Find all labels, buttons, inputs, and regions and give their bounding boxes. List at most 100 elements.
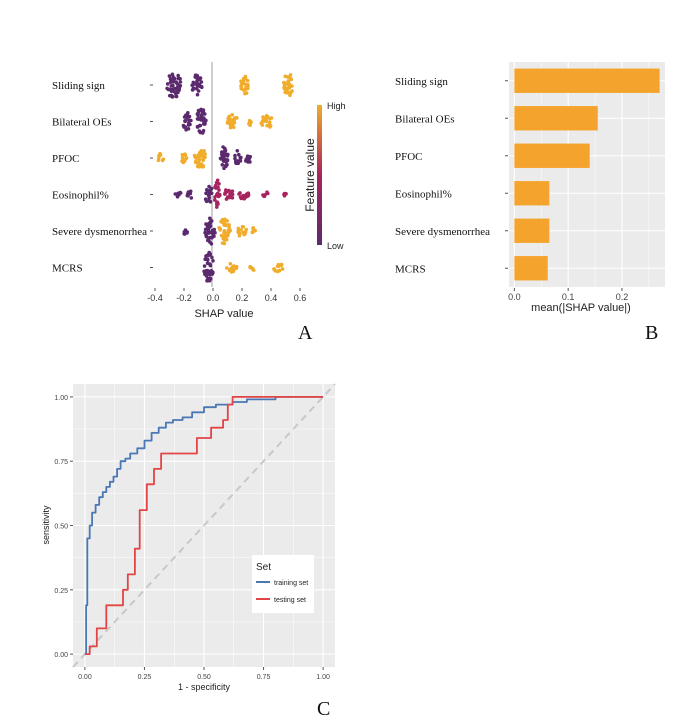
- panel-a-dot-cluster-eosinophil-4: [223, 188, 235, 201]
- panel-b-x-axis-title: mean(|SHAP value|): [531, 302, 631, 314]
- panel-a-dot: [203, 230, 207, 235]
- panel-a-dot: [196, 157, 201, 161]
- panel-a-dot: [235, 149, 240, 153]
- panel-a-plot-area: [155, 62, 300, 287]
- panel-a-dot: [237, 192, 241, 196]
- panel-a-dot: [178, 76, 182, 81]
- panel-b-category-label-severe-dysmenorrhea: Severe dysmenorrhea: [395, 226, 490, 238]
- panel-a-dot: [199, 80, 204, 84]
- panel-a-dot: [275, 269, 280, 274]
- panel-a-dot: [195, 77, 200, 82]
- panel-a-dot: [204, 254, 208, 258]
- panel-a-dot-cluster-eosinophil-2: [203, 184, 214, 204]
- panel-a-shap-summary: Sliding sign Bilateral OEs PFOC Eosinophil%…: [52, 62, 346, 344]
- panel-a-dot: [156, 158, 161, 163]
- panel-a-dot: [208, 216, 212, 221]
- panel-a-dot: [225, 195, 230, 199]
- panel-b-importance-bar: Sliding sign Bilateral OEs PFOC Eosinophil%…: [395, 62, 665, 344]
- panel-a-dot: [167, 74, 172, 78]
- panel-a-dot: [228, 262, 233, 266]
- panel-a-dot: [230, 113, 234, 117]
- panel-a-dot: [212, 234, 216, 239]
- panel-b-xtick-label: 0.0: [508, 292, 521, 302]
- panel-a-dot: [187, 118, 191, 122]
- panel-a-dot: [209, 219, 214, 223]
- panel-a-dot: [176, 85, 181, 89]
- panel-a-dot: [265, 115, 270, 120]
- panel-a-dot: [206, 276, 210, 281]
- panel-c-legend-label-testing: testing set: [274, 597, 306, 604]
- panel-a-dot: [193, 159, 198, 164]
- panel-a-dot: [168, 80, 173, 84]
- panel-a-dot: [222, 166, 226, 170]
- panel-c-roc-line-training-set: [84, 395, 324, 655]
- panel-c-roc: 0.00 0.25 0.50 0.75 1.00 0.00 0.25 0.50 0.75 1.0…: [41, 383, 336, 720]
- panel-a-dot: [173, 192, 178, 196]
- panel-a-dot: [184, 156, 189, 160]
- panel-a-dot: [203, 227, 208, 232]
- panel-a-dot: [261, 117, 266, 121]
- panel-a-dot-cluster-severe-dysmenorrhea-1: [203, 216, 217, 246]
- panel-a-dot: [252, 229, 256, 233]
- panel-a-dot-cluster-bilateral-oes-3: [259, 114, 274, 129]
- panel-a-dot-cluster-pfoc-2: [192, 149, 207, 169]
- panel-a-dot-cluster-sliding-sign-3: [282, 73, 294, 98]
- panel-a-dot: [195, 81, 199, 85]
- panel-a-xtick-label: 0.6: [294, 293, 307, 303]
- panel-a-dot: [225, 234, 229, 238]
- panel-a-dot: [247, 118, 252, 123]
- panel-a-dot: [234, 116, 239, 120]
- panel-a-dot: [241, 230, 246, 235]
- panel-a-dot: [251, 226, 255, 231]
- panel-a-dot: [207, 184, 211, 189]
- panel-a-dot-cluster-bilateral-oes-1: [195, 107, 208, 135]
- panel-a-dot: [186, 194, 190, 198]
- panel-a-dot: [209, 242, 214, 246]
- panel-a-dot: [183, 125, 188, 129]
- panel-a-dot: [246, 191, 251, 195]
- panel-c-xtick-label: 0.00: [78, 674, 92, 681]
- panel-a-feature-label-pfoc: PFOC: [52, 153, 80, 165]
- panel-a-dot: [286, 82, 291, 87]
- panel-a-dot: [218, 156, 223, 161]
- panel-a-dot-cluster-severe-dysmenorrhea-0: [182, 228, 189, 236]
- panel-a-xtick-label: 0.0: [207, 293, 220, 303]
- panel-a-dot: [230, 189, 235, 193]
- panel-a-dot-cluster-mcrs-3: [272, 262, 285, 274]
- panel-a-dot: [201, 164, 205, 168]
- panel-a-dot: [244, 159, 248, 163]
- panel-a-dot-cluster-severe-dysmenorrhea-3: [236, 225, 248, 238]
- panel-a-dot: [276, 264, 281, 268]
- panel-b-bar-sliding-sign: [514, 68, 660, 93]
- panel-a-dot: [206, 189, 211, 193]
- panel-a-xtick-label: 0.2: [236, 293, 249, 303]
- panel-a-dot: [222, 238, 227, 242]
- panel-a-dot: [218, 193, 222, 198]
- panel-a-feature-label-sliding-sign: Sliding sign: [52, 80, 105, 92]
- panel-a-dot: [225, 266, 229, 270]
- panel-a-dot-cluster-pfoc-1: [180, 152, 189, 165]
- panel-a-dot: [284, 88, 289, 92]
- panel-a-dot: [227, 227, 232, 232]
- panel-a-dot: [238, 195, 243, 199]
- panel-a-dot: [259, 121, 264, 126]
- panel-a-dot-cluster-mcrs-1: [225, 262, 239, 274]
- panel-a-dot: [202, 264, 207, 268]
- panel-a-dot: [178, 80, 183, 84]
- panel-b-category-label-sliding-sign: Sliding sign: [395, 76, 448, 88]
- panel-a-dot: [225, 219, 229, 223]
- panel-a-dot: [243, 74, 248, 79]
- panel-a-dot-cluster-pfoc-5: [244, 154, 252, 164]
- panel-a-dot: [214, 180, 219, 185]
- panel-a-dot: [176, 73, 180, 78]
- panel-a-dot: [195, 92, 200, 97]
- panel-a-dot: [238, 159, 243, 163]
- panel-a-dot: [272, 267, 277, 271]
- panel-a-dot: [190, 88, 195, 92]
- panel-a-dot: [215, 205, 219, 209]
- panel-b-category-label-pfoc: PFOC: [395, 151, 423, 163]
- panel-a-dot: [180, 153, 185, 157]
- panel-a-dot: [219, 233, 224, 238]
- panel-c-label: C: [317, 698, 330, 720]
